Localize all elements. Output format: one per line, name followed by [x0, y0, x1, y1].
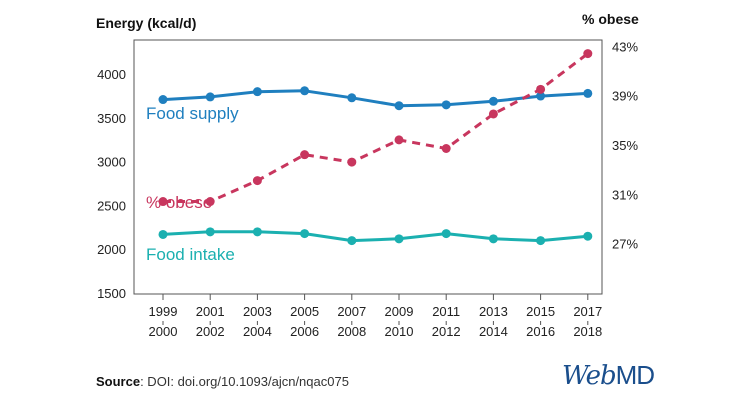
- logo-md: MD: [615, 360, 655, 390]
- series-label-food-supply: Food supply: [146, 104, 239, 123]
- left-tick-label: 4000: [97, 67, 126, 82]
- data-point: [488, 96, 498, 106]
- data-point: [252, 227, 262, 237]
- plot-area: [133, 39, 603, 295]
- x-tick-label-end: 2006: [290, 324, 319, 339]
- series-label-food-intake: Food intake: [146, 245, 235, 264]
- x-tick-label-end: 2012: [432, 324, 461, 339]
- data-point: [347, 157, 357, 167]
- x-tick-label-start: 2009: [385, 304, 414, 319]
- data-point: [158, 229, 168, 239]
- x-tick-label-end: 2004: [243, 324, 272, 339]
- x-tick-label-start: 2015: [526, 304, 555, 319]
- left-axis: 4000 3500 3000 2500 2000 1500: [97, 67, 126, 301]
- data-point: [536, 84, 546, 94]
- x-tick-label-end: 2014: [479, 324, 508, 339]
- x-tick-label-end: 2016: [526, 324, 555, 339]
- x-tick-label-end: 2018: [573, 324, 602, 339]
- data-point: [488, 234, 498, 244]
- data-point: [441, 229, 451, 239]
- series-line-2: [162, 230, 588, 243]
- data-point: [488, 109, 498, 119]
- data-point: [300, 86, 310, 96]
- right-axis-title: % obese: [582, 11, 639, 27]
- data-point: [536, 236, 546, 246]
- x-tick-label-start: 2011: [432, 304, 460, 319]
- x-tick-label-end: 2008: [337, 324, 366, 339]
- source-label: Source: [96, 374, 141, 389]
- data-point: [300, 150, 310, 160]
- source-text: : DOI: doi.org/10.1093/ajcn/nqac075: [140, 374, 349, 389]
- left-tick-label: 1500: [97, 286, 126, 301]
- right-tick-label: 27%: [612, 237, 638, 252]
- data-point: [347, 236, 357, 246]
- x-tick-label-start: 2007: [337, 304, 366, 319]
- x-tick-label-start: 1999: [149, 304, 178, 319]
- right-tick-label: 39%: [612, 89, 638, 104]
- data-point: [158, 95, 168, 105]
- x-tick-label-end: 2000: [149, 324, 178, 339]
- left-tick-label: 3000: [97, 155, 126, 170]
- data-point: [441, 100, 451, 110]
- left-tick-label: 2500: [97, 198, 126, 213]
- data-point: [252, 87, 262, 97]
- data-point: [441, 144, 451, 154]
- series-layer: [158, 49, 593, 246]
- x-tick-label-start: 2005: [290, 304, 319, 319]
- source-note: Source: DOI: doi.org/10.1093/ajcn/nqac07…: [96, 374, 349, 389]
- data-point: [394, 135, 404, 145]
- right-axis: 43% 39% 35% 31% 27%: [612, 39, 638, 251]
- data-point: [205, 92, 215, 102]
- data-point: [158, 197, 168, 207]
- x-tick-label-start: 2017: [573, 304, 602, 319]
- data-point: [347, 93, 357, 103]
- left-tick-label: 2000: [97, 242, 126, 257]
- data-point: [252, 176, 262, 186]
- series-line-0: [162, 89, 588, 108]
- data-point: [394, 101, 404, 111]
- logo-web: Web: [562, 361, 617, 391]
- webmd-logo: WebMD: [562, 360, 655, 391]
- data-point: [205, 197, 215, 207]
- right-tick-label: 31%: [612, 187, 638, 202]
- right-tick-label: 43%: [612, 39, 638, 54]
- x-tick-label-start: 2001: [196, 304, 225, 319]
- x-tick-label-start: 2003: [243, 304, 272, 319]
- data-point: [394, 234, 404, 244]
- data-point: [583, 231, 593, 241]
- series-label-obese: % obese: [146, 193, 212, 212]
- data-point: [536, 91, 546, 101]
- x-axis: 1999 2000 2001 2002 2003 2004 2005 2006 2007 2008…: [149, 294, 602, 339]
- data-point: [205, 227, 215, 237]
- series-line-1: [163, 52, 589, 203]
- right-tick-label: 35%: [612, 138, 638, 153]
- x-tick-label-end: 2010: [385, 324, 414, 339]
- x-tick-label-end: 2002: [196, 324, 225, 339]
- data-point: [300, 229, 310, 239]
- data-point: [583, 88, 593, 98]
- left-tick-label: 3500: [97, 111, 126, 126]
- x-tick-label-start: 2013: [479, 304, 508, 319]
- data-point: [583, 49, 593, 59]
- left-axis-title: Energy (kcal/d): [96, 15, 196, 31]
